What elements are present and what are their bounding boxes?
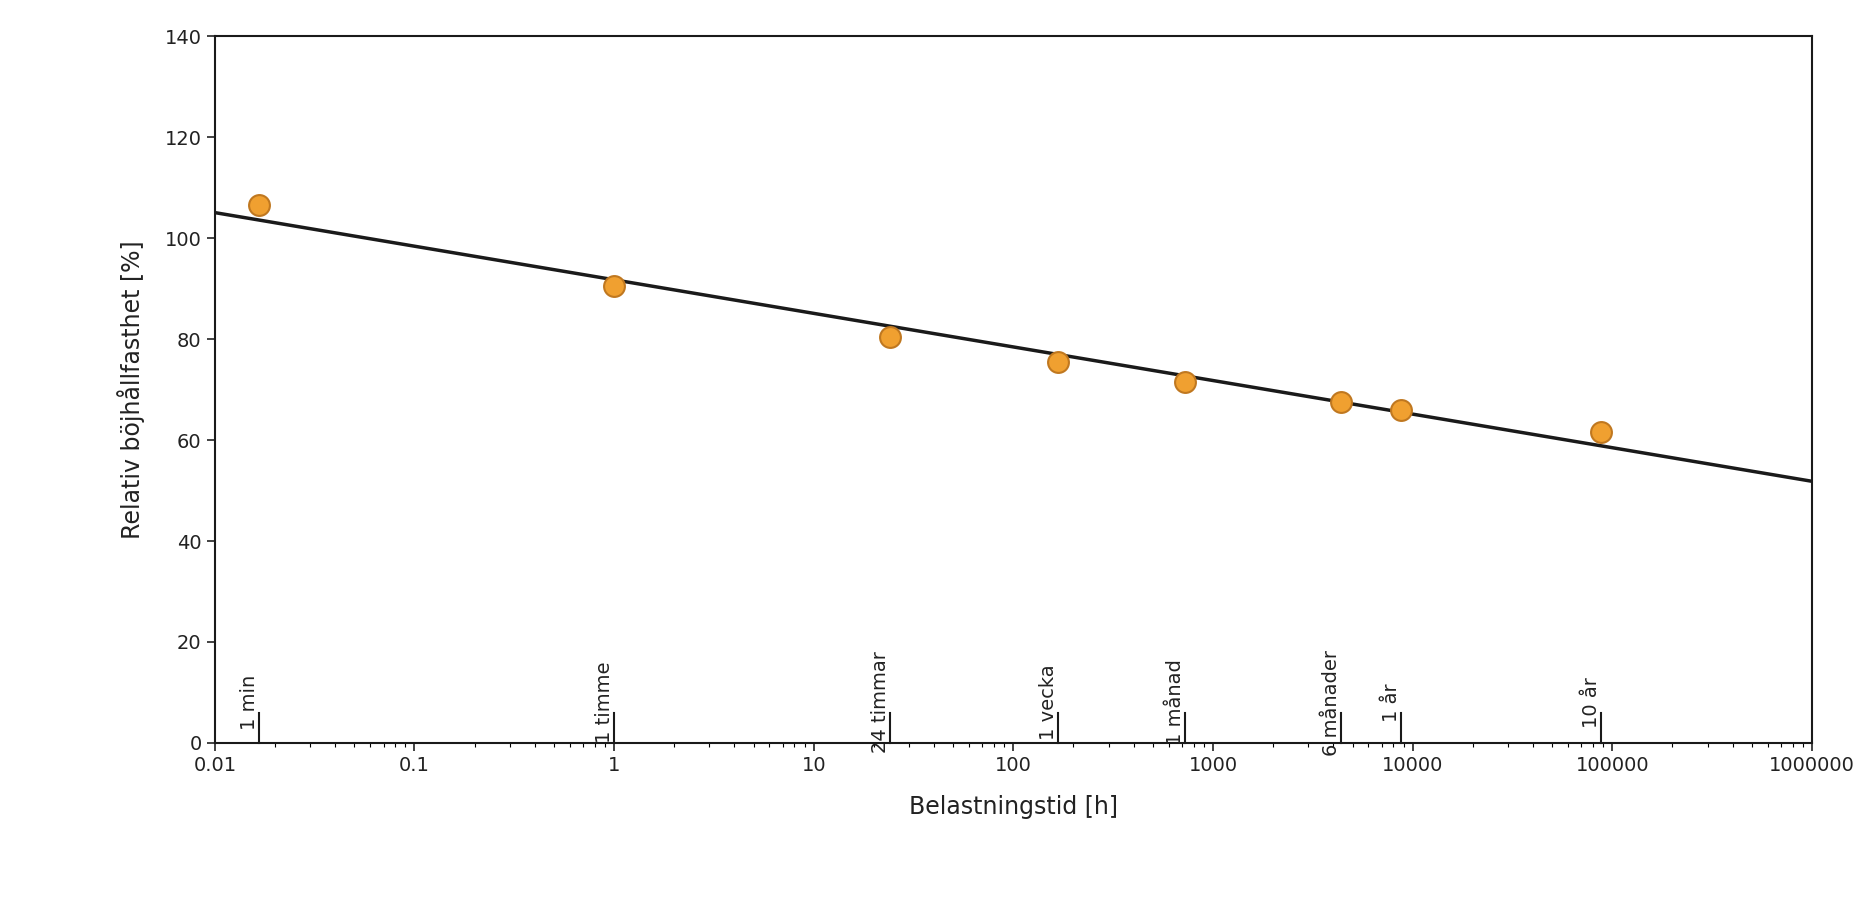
Text: 1 vecka: 1 vecka (1039, 665, 1059, 740)
Text: 1 år: 1 år (1382, 683, 1401, 722)
Text: 10 år: 10 år (1582, 677, 1601, 728)
X-axis label: Belastningstid [h]: Belastningstid [h] (910, 795, 1117, 818)
Text: 1 timme: 1 timme (596, 661, 615, 743)
Text: 6 månader: 6 månader (1323, 650, 1341, 756)
Text: 1 månad: 1 månad (1166, 660, 1184, 746)
Y-axis label: Relativ böjhållfasthet [%]: Relativ böjhållfasthet [%] (118, 240, 146, 539)
Text: 1 min: 1 min (241, 675, 260, 730)
Text: 24 timmar: 24 timmar (870, 651, 889, 754)
